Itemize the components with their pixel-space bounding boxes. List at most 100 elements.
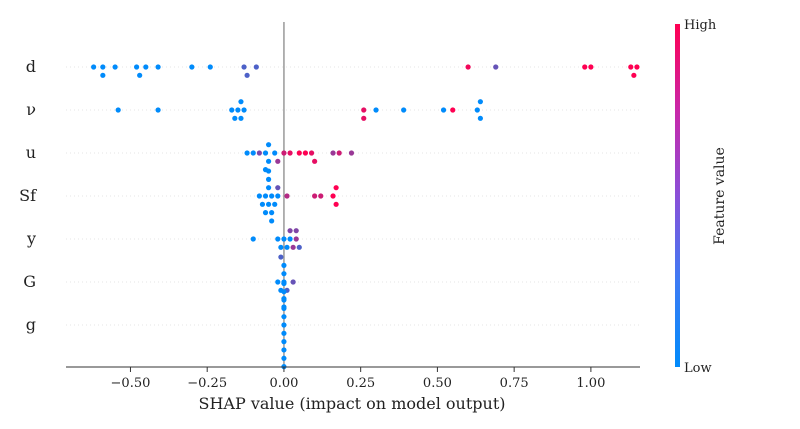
feature-guide-lines (66, 66, 640, 326)
colorbar-gradient (675, 24, 680, 367)
feature-label: Sf (19, 186, 37, 205)
colorbar-low-label: Low (684, 361, 712, 376)
shap-point (272, 150, 278, 156)
shap-point (293, 228, 299, 234)
shap-point (281, 322, 287, 328)
shap-point (265, 142, 272, 148)
x-tick-label: 0.75 (500, 376, 529, 391)
shap-point (275, 185, 281, 191)
shap-point (115, 107, 121, 113)
shap-point (244, 72, 250, 78)
shap-point (628, 64, 634, 70)
shap-point (281, 339, 287, 345)
shap-point (284, 193, 290, 199)
shap-point (582, 64, 588, 70)
shap-point (100, 64, 106, 70)
shap-point (155, 107, 161, 113)
shap-point (265, 158, 272, 164)
shap-point (250, 150, 256, 156)
shap-point (265, 168, 272, 174)
shap-point (477, 99, 483, 105)
shap-point (155, 64, 161, 70)
shap-point (293, 236, 299, 242)
shap-point (100, 72, 106, 78)
shap-point (262, 193, 269, 199)
shap-point (284, 244, 290, 250)
shap-point (189, 64, 195, 70)
shap-point (290, 279, 296, 285)
shap-point (269, 210, 275, 216)
shap-point (238, 99, 244, 105)
x-tick-label: 1.00 (576, 376, 605, 391)
feature-label: g (26, 315, 36, 334)
shap-point (312, 158, 318, 164)
shap-point (269, 218, 275, 224)
shap-point (238, 115, 244, 121)
shap-point (634, 64, 640, 70)
feature-label: y (26, 229, 36, 248)
shap-point (281, 236, 287, 242)
shap-point (253, 64, 259, 70)
shap-point (281, 330, 287, 336)
shap-point (318, 193, 324, 199)
shap-point (272, 201, 278, 207)
shap-point (474, 107, 480, 113)
shap-point (290, 244, 296, 250)
shap-point (262, 150, 269, 156)
shap-point (287, 236, 293, 242)
feature-label: d (26, 57, 36, 76)
shap-point (275, 193, 281, 199)
shap-point (137, 72, 143, 78)
shap-point (207, 64, 213, 70)
colorbar-title: Feature value (712, 147, 728, 245)
shap-point (269, 193, 275, 199)
shap-point (229, 107, 235, 113)
shap-point (336, 150, 342, 156)
shap-point (256, 193, 262, 199)
shap-points (91, 64, 640, 370)
shap-point (302, 150, 309, 156)
shap-point (296, 244, 302, 250)
x-tick-label: 0.00 (269, 376, 298, 391)
shap-point (348, 150, 355, 156)
shap-point (281, 150, 287, 156)
shap-point (281, 347, 287, 353)
shap-point (588, 64, 594, 70)
shap-point (477, 115, 483, 121)
feature-label: u (26, 143, 36, 162)
shap-point (281, 262, 287, 268)
shap-point (401, 107, 407, 113)
shap-point (262, 210, 269, 216)
shap-point (281, 289, 287, 295)
shap-point (281, 314, 287, 320)
shap-point (440, 107, 447, 113)
shap-point (241, 107, 247, 113)
shap-point (287, 150, 293, 156)
shap-point (232, 115, 238, 121)
shap-point (450, 107, 456, 113)
shap-point (308, 150, 315, 156)
shap-point (275, 236, 281, 242)
x-tick-label: −0.25 (187, 376, 227, 391)
shap-point (275, 279, 281, 285)
shap-point (493, 64, 499, 70)
shap-point (333, 201, 339, 207)
shap-point (333, 185, 339, 191)
shap-point (265, 201, 272, 207)
x-axis-title: SHAP value (impact on model output) (199, 394, 506, 413)
shap-point (281, 271, 287, 277)
shap-point (281, 280, 287, 286)
shap-point (265, 185, 272, 191)
shap-point (330, 193, 336, 199)
shap-point (244, 150, 250, 156)
shap-point (361, 107, 367, 113)
shap-point (287, 228, 293, 234)
shap-point (312, 193, 318, 199)
shap-point (275, 158, 281, 164)
shap-point (265, 176, 272, 182)
shap-point (259, 201, 266, 207)
shap-point (296, 150, 302, 156)
shap-point (256, 150, 262, 156)
colorbar-high-label: High (684, 18, 717, 33)
